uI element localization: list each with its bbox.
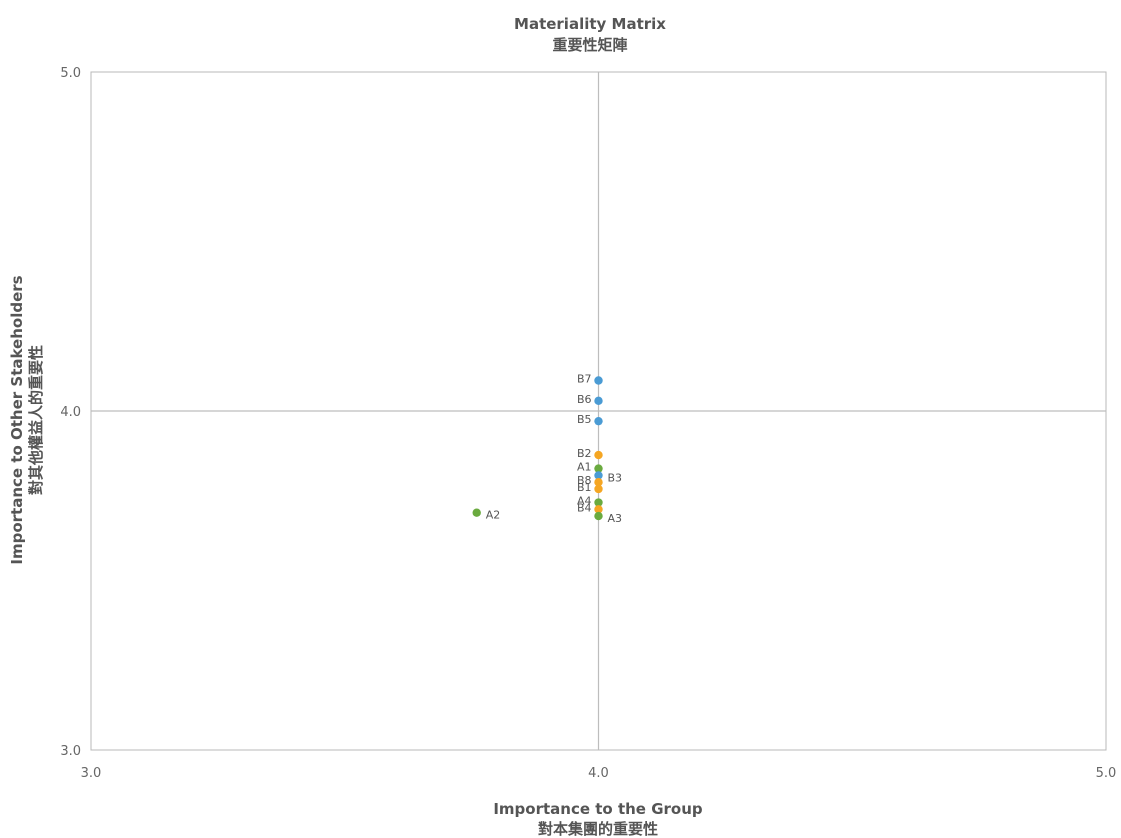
x-tick-label: 5.0 — [1096, 766, 1117, 781]
data-label-a2: A2 — [486, 509, 501, 522]
y-axis-title-cn: 對其他權益人的重要性 — [27, 345, 45, 495]
data-point-a3 — [594, 511, 603, 521]
x-axis-title: Importance to the Group — [493, 800, 703, 818]
data-label-b8: B8 — [577, 474, 592, 487]
data-label-b3: B3 — [608, 471, 623, 484]
y-tick-label: 4.0 — [60, 405, 81, 420]
y-axis-title: Importance to Other Stakeholders — [8, 275, 26, 564]
data-point-a1 — [594, 464, 603, 473]
x-tick-label: 3.0 — [81, 766, 102, 781]
data-point-b8 — [594, 477, 603, 487]
data-label-b6: B6 — [577, 393, 592, 406]
y-tick-label: 3.0 — [60, 744, 81, 759]
data-point-a2 — [472, 508, 481, 517]
data-point-b3 — [594, 471, 603, 480]
data-label-a1: A1 — [577, 461, 592, 474]
data-label-b7: B7 — [577, 372, 592, 385]
y-axis-title-group: Importance to Other Stakeholders 對其他權益人的… — [8, 275, 45, 564]
data-label-b2: B2 — [577, 447, 592, 460]
data-label-b5: B5 — [577, 413, 592, 426]
x-tick-label: 4.0 — [588, 766, 609, 781]
data-label-b1: B1 — [577, 481, 592, 494]
chart-subtitle: 重要性矩陣 — [552, 36, 627, 54]
data-point-b7 — [594, 376, 603, 385]
data-point-b5 — [594, 416, 603, 426]
data-point-b4 — [594, 505, 603, 514]
y-axis-ticks: 3.0 4.0 5.0 — [60, 66, 81, 759]
data-label-a3: A3 — [608, 512, 623, 525]
data-point-b1 — [594, 484, 603, 494]
y-tick-label: 5.0 — [60, 66, 81, 81]
data-label-b4: B4 — [577, 501, 592, 514]
data-label-a4: A4 — [577, 495, 592, 508]
data-point-b6 — [594, 396, 603, 406]
chart-title: Materiality Matrix — [514, 15, 666, 33]
data-point-b2 — [594, 450, 603, 460]
x-axis-title-cn: 對本集團的重要性 — [538, 820, 658, 838]
x-axis-ticks: 3.0 4.0 5.0 — [81, 766, 1117, 781]
data-point-a4 — [594, 498, 603, 507]
